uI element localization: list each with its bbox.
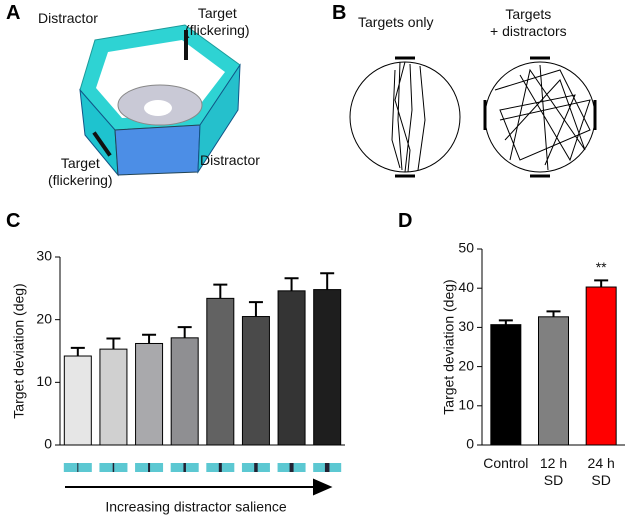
- error-bar: [106, 337, 121, 350]
- y-tick-label: 20: [36, 310, 52, 326]
- diagram-label: Distractor: [38, 10, 98, 26]
- significance-marker: **: [596, 259, 607, 275]
- salience-cue-stripe: [324, 463, 330, 472]
- bar: [206, 297, 235, 446]
- error-bar: [284, 277, 299, 291]
- salience-cue-stripe: [218, 463, 222, 472]
- x-tick-label: 24 h SD: [587, 455, 615, 488]
- diagram-title: Targets + distractors: [490, 6, 567, 39]
- bar: [490, 324, 522, 446]
- y-axis-label: Target deviation (deg): [11, 283, 27, 418]
- error-bar: [177, 326, 192, 338]
- error-bar: [594, 279, 609, 288]
- bar: [170, 337, 199, 446]
- y-tick-label: 30: [36, 248, 52, 264]
- error-bar: [70, 346, 85, 357]
- error-bar: [498, 319, 513, 325]
- x-tick-label: Control: [483, 455, 529, 471]
- y-tick-label: 10: [36, 373, 52, 389]
- y-tick-label: 50: [458, 240, 474, 256]
- bar: [63, 355, 92, 446]
- panel-label: A: [6, 2, 21, 24]
- salience-arrow: [65, 478, 333, 496]
- panel-label: B: [332, 2, 347, 24]
- bar: [135, 342, 164, 446]
- salience-cue-stripe: [183, 463, 186, 472]
- bar: [241, 316, 270, 446]
- y-tick-label: 40: [458, 279, 474, 295]
- y-tick-label: 10: [458, 397, 474, 413]
- x-tick-label: 12 h SD: [539, 455, 568, 488]
- salience-cue-stripe: [77, 463, 79, 472]
- bar: [313, 289, 342, 446]
- panel-label: C: [6, 210, 21, 232]
- y-axis-label: Target deviation (deg): [441, 279, 457, 414]
- y-tick-label: 30: [458, 318, 474, 334]
- bar: [538, 316, 569, 446]
- error-bar: [142, 333, 157, 344]
- diagram-title: Targets only: [358, 14, 434, 30]
- error-bar: [248, 301, 263, 317]
- diagram-label: Distractor: [200, 152, 260, 168]
- bar: [99, 348, 128, 446]
- error-bar: [320, 272, 335, 290]
- diagram-label: Target (flickering): [48, 155, 113, 188]
- bar: [585, 286, 617, 446]
- y-tick-label: 0: [466, 436, 474, 452]
- diagram-label: Target (flickering): [185, 5, 250, 38]
- salience-cue-stripe: [112, 463, 115, 472]
- salience-cue-stripe: [254, 463, 258, 472]
- salience-cue-stripe: [289, 463, 294, 472]
- error-bar: [546, 310, 561, 317]
- y-tick-label: 0: [44, 436, 52, 452]
- trajectory-diagram: [349, 56, 597, 178]
- panel-label: D: [398, 210, 413, 232]
- arena-diagram: [79, 24, 241, 177]
- salience-cue-stripe: [148, 463, 151, 472]
- x-axis-label: Increasing distractor salience: [105, 499, 287, 515]
- bar: [277, 290, 306, 446]
- y-tick-label: 20: [458, 357, 474, 373]
- error-bar: [213, 283, 228, 299]
